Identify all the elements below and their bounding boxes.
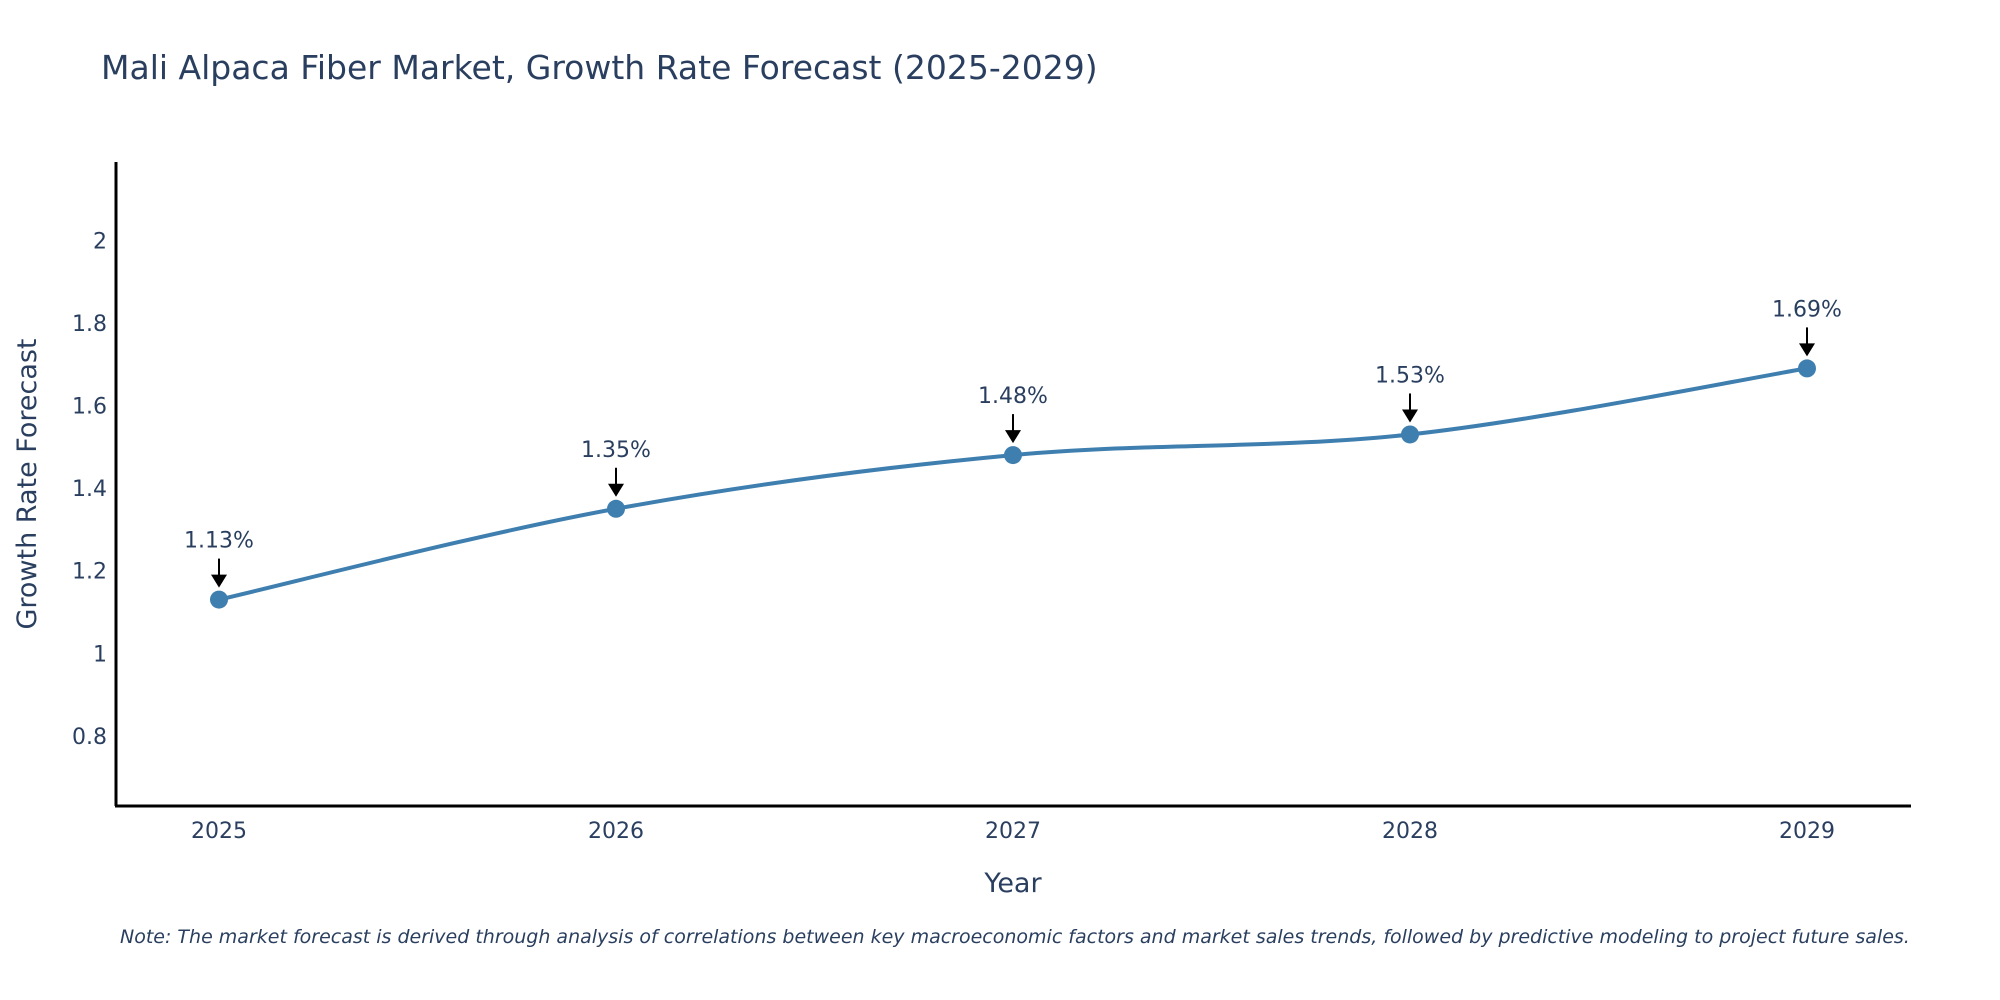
annotation-arrow-head: [1799, 343, 1815, 357]
annotation-arrow-head: [211, 574, 227, 588]
data-point[interactable]: [210, 590, 228, 609]
x-tick-label: 2028: [1382, 819, 1438, 844]
annotations-layer: 1.13% 1.35% 1.48% 1.53% 1.69%: [184, 297, 1842, 588]
data-label: 1.69%: [1772, 297, 1842, 322]
y-tick-label: 1.8: [72, 312, 107, 337]
data-label: 1.13%: [184, 529, 254, 554]
series-layer: [210, 359, 1816, 609]
y-axis-title: Growth Rate Forecast: [12, 338, 43, 629]
data-point[interactable]: [607, 499, 625, 518]
annotation-arrow-head: [608, 483, 624, 497]
x-axis-title: Year: [983, 868, 1042, 899]
y-axis-ticks: 0.8 1 1.2 1.4 1.6 1.8 2: [72, 229, 107, 749]
x-tick-label: 2029: [1779, 819, 1835, 844]
data-point[interactable]: [1401, 425, 1419, 444]
y-tick-label: 0.8: [72, 725, 107, 750]
footnote: Note: The market forecast is derived thr…: [120, 926, 1910, 948]
y-tick-label: 1: [93, 642, 107, 667]
x-tick-label: 2027: [985, 819, 1041, 844]
y-tick-label: 1.6: [72, 395, 107, 420]
y-tick-label: 1.4: [72, 477, 107, 502]
y-tick-label: 2: [93, 229, 107, 254]
y-tick-label: 1.2: [72, 560, 107, 585]
data-label: 1.48%: [978, 384, 1048, 409]
data-label: 1.53%: [1375, 363, 1445, 388]
x-tick-label: 2026: [588, 819, 644, 844]
x-tick-label: 2025: [191, 819, 247, 844]
annotation-arrow-head: [1402, 409, 1418, 423]
x-axis-ticks: 2025 2026 2027 2028 2029: [191, 819, 1835, 844]
data-point[interactable]: [1004, 446, 1022, 465]
data-label: 1.35%: [581, 438, 651, 463]
chart-title: Mali Alpaca Fiber Market, Growth Rate Fo…: [101, 48, 1098, 87]
data-point[interactable]: [1798, 359, 1816, 378]
annotation-arrow-head: [1005, 430, 1021, 444]
